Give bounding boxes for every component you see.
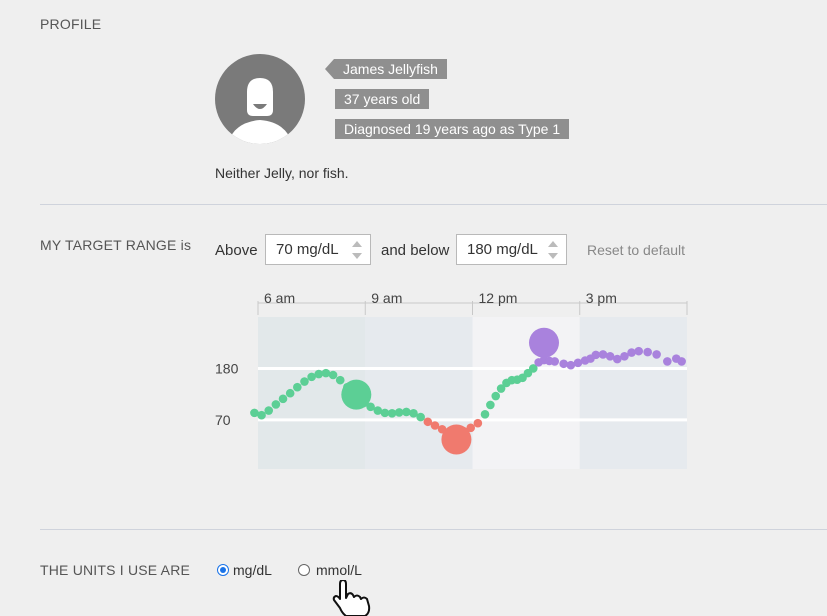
- x-tick-label: 6 am: [264, 290, 295, 306]
- glucose-point: [314, 369, 324, 379]
- glucose-point: [387, 409, 397, 418]
- glucose-point: [366, 402, 375, 412]
- glucose-point: [491, 391, 501, 401]
- stepper-arrows-icon[interactable]: [352, 241, 362, 259]
- glucose-point: [416, 412, 425, 422]
- x-tick-label: 3 pm: [586, 290, 617, 306]
- glucose-point: [627, 348, 636, 357]
- and-below-label: and below: [381, 242, 450, 259]
- glucose-point: [335, 375, 345, 385]
- glucose-point: [321, 368, 331, 378]
- profile-age-tag: 37 years old: [335, 89, 430, 109]
- glucose-point: [634, 346, 644, 356]
- profile-name-tag: James Jellyfish: [325, 59, 447, 79]
- divider: [40, 204, 827, 205]
- glucose-point: [264, 406, 274, 415]
- glucose-point: [591, 350, 601, 360]
- y-tick-label: 70: [215, 412, 231, 428]
- glucose-point: [473, 418, 483, 428]
- profile-diagnosis-tag: Diagnosed 19 years ago as Type 1: [335, 119, 570, 139]
- unit-radio-mgdl[interactable]: [217, 564, 229, 576]
- glucose-point: [566, 360, 576, 370]
- glucose-point: [598, 350, 608, 359]
- glucose-point: [402, 407, 411, 417]
- glucose-point: [605, 351, 615, 361]
- avatar[interactable]: [215, 54, 305, 144]
- glucose-point: [612, 354, 622, 364]
- glucose-point: [394, 408, 404, 417]
- y-tick-label: 180: [215, 360, 239, 376]
- glucose-point: [528, 364, 538, 373]
- user-silhouette-icon: [227, 78, 293, 144]
- lower-limit-value: 70 mg/dL: [276, 241, 339, 258]
- glucose-point: [250, 408, 259, 418]
- glucose-point: [496, 384, 506, 393]
- glucose-point: [423, 417, 433, 427]
- x-tick-label: 12 pm: [479, 290, 518, 306]
- lower-limit-stepper[interactable]: 70 mg/dL: [265, 234, 371, 265]
- glucose-point: [677, 357, 686, 366]
- unit-label-mgdl[interactable]: mg/dL: [233, 562, 272, 578]
- glucose-point: [480, 409, 490, 419]
- glucose-point: [328, 370, 338, 380]
- divider: [40, 529, 827, 530]
- glucose-point: [559, 359, 568, 369]
- glucose-point: [300, 377, 309, 386]
- glucose-point: [550, 357, 560, 366]
- chart-band: [472, 317, 580, 469]
- unit-label-mmoll[interactable]: mmol/L: [316, 562, 362, 578]
- glucose-point: [652, 350, 661, 359]
- glucose-point: [373, 406, 383, 415]
- glucose-point: [271, 400, 281, 409]
- glucose-point: [486, 400, 495, 410]
- glucose-point: [466, 423, 476, 433]
- glucose-point: [278, 394, 288, 404]
- above-label: Above: [215, 242, 258, 259]
- units-section-label: THE UNITS I USE ARE: [40, 562, 191, 578]
- highlight-point: [441, 424, 472, 455]
- highlight-point: [341, 379, 372, 410]
- upper-limit-stepper[interactable]: 180 mg/dL: [456, 234, 567, 265]
- unit-radio-mmoll[interactable]: [298, 564, 310, 576]
- glucose-point: [663, 357, 672, 366]
- glucose-point: [573, 358, 583, 368]
- glucose-point: [257, 410, 266, 420]
- profile-section-label: PROFILE: [40, 16, 102, 32]
- stepper-arrows-icon[interactable]: [548, 241, 558, 259]
- glucose-point: [380, 408, 390, 418]
- profile-bio: Neither Jelly, nor fish.: [215, 165, 349, 181]
- glucose-point: [643, 347, 652, 357]
- upper-limit-value: 180 mg/dL: [467, 241, 538, 258]
- chart-band: [579, 317, 687, 469]
- target-range-section-label: MY TARGET RANGE is: [40, 237, 192, 253]
- glucose-point: [620, 351, 629, 361]
- glucose-point: [307, 372, 316, 382]
- glucose-chart: 6 am 9 am 12 pm 3 pm 180 70: [215, 290, 688, 469]
- glucose-point: [293, 382, 302, 392]
- hand-pointer-icon: [332, 580, 371, 616]
- glucose-point: [430, 421, 440, 430]
- x-tick-label: 9 am: [371, 290, 402, 306]
- glucose-point: [285, 388, 295, 398]
- reset-to-default-link[interactable]: Reset to default: [587, 242, 686, 258]
- glucose-point: [409, 409, 418, 418]
- highlight-point: [529, 327, 559, 358]
